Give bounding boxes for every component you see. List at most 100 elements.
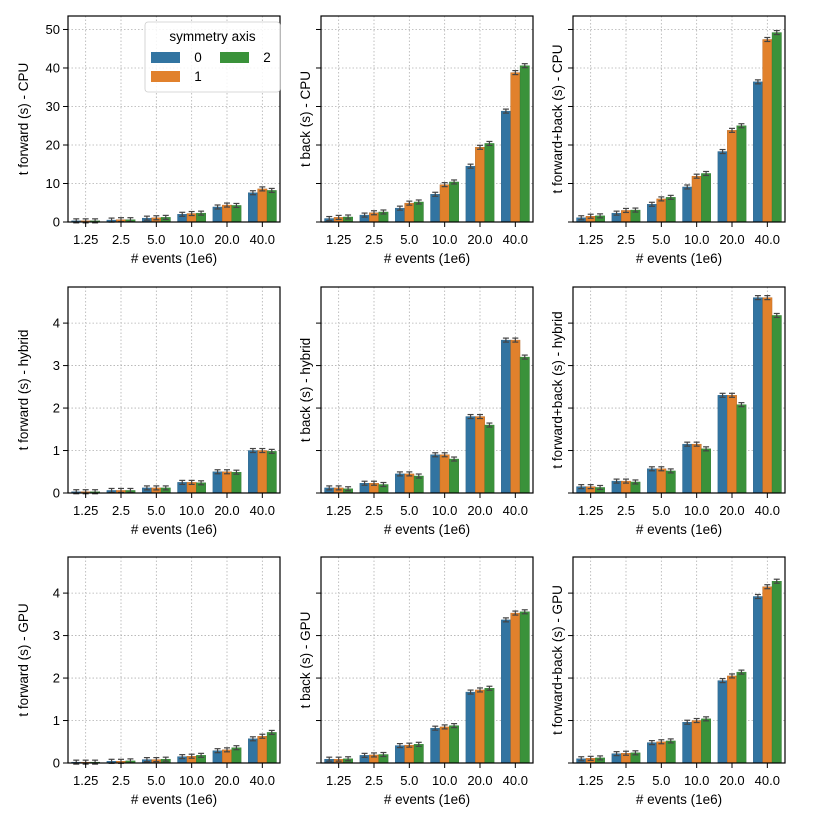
bar-axis-0-10.0 <box>430 454 441 494</box>
bar-axis-2-20.0 <box>231 471 242 494</box>
bar-axis-1-20.0 <box>727 675 737 764</box>
x-tick-label: 40.0 <box>755 773 780 788</box>
bar-axis-1-40.0 <box>257 450 268 494</box>
x-tick-label: 10.0 <box>684 773 709 788</box>
bar-axis-0-40.0 <box>753 297 763 494</box>
y-axis-label: t forward (s) - GPU <box>16 603 31 716</box>
bar-axis-0-5.0 <box>647 468 657 494</box>
bar-axis-0-10.0 <box>682 443 693 494</box>
x-tick-label: 1.25 <box>578 232 603 247</box>
x-tick-label: 1.25 <box>326 232 351 247</box>
bar-axis-2-40.0 <box>771 581 782 764</box>
bar-axis-0-40.0 <box>753 596 763 764</box>
legend-label-1: 1 <box>194 69 202 84</box>
bar-axis-0-10.0 <box>682 186 693 223</box>
x-axis-label: # events (1e6) <box>384 522 470 537</box>
bar-axis-0-20.0 <box>212 471 223 494</box>
bar-axis-1-20.0 <box>475 416 485 494</box>
bar-axis-0-10.0 <box>430 194 441 223</box>
panel-hybrid-2: 1.25 2.5 5.0 10.0 20.0 40.0 # events (1e6) t ba… <box>298 286 534 537</box>
x-tick-label: 10.0 <box>684 503 709 518</box>
x-tick-label: 10.0 <box>179 503 204 518</box>
x-tick-label: 5.0 <box>652 232 670 247</box>
y-tick-label: 3 <box>53 358 60 373</box>
bar-axis-2-5.0 <box>413 744 424 764</box>
bar-axis-2-5.0 <box>665 470 676 494</box>
y-axis-label: t back (s) - CPU <box>298 71 313 167</box>
x-tick-label: 1.25 <box>73 773 98 788</box>
x-tick-label: 10.0 <box>684 232 709 247</box>
x-tick-label: 5.0 <box>147 232 165 247</box>
y-tick-label: 0 <box>53 756 60 771</box>
x-tick-label: 2.5 <box>112 773 130 788</box>
x-axis-label: # events (1e6) <box>384 251 470 266</box>
bar-axis-0-40.0 <box>501 339 511 494</box>
bar-axis-2-40.0 <box>519 611 530 764</box>
y-tick-label: 2 <box>53 401 60 416</box>
legend-label-2: 2 <box>263 50 271 65</box>
axes-frame <box>572 556 786 764</box>
bar-axis-2-5.0 <box>665 740 676 764</box>
y-axis-label: t forward (s) - CPU <box>16 63 31 176</box>
x-tick-label: 1.25 <box>326 503 351 518</box>
bar-axis-0-5.0 <box>647 742 657 764</box>
panel-hybrid-1: 0 1 2 3 4 1.25 2.5 5.0 10.0 20.0 40.0 # events (1e6… <box>16 286 281 537</box>
y-axis-label: t back (s) - GPU <box>298 612 313 709</box>
bar-axis-1-5.0 <box>656 741 667 764</box>
bar-axis-2-5.0 <box>413 201 424 223</box>
x-tick-label: 2.5 <box>365 503 383 518</box>
x-tick-label: 20.0 <box>214 503 239 518</box>
y-axis-label: t forward+back (s) - GPU <box>550 585 565 735</box>
legend-title: symmetry axis <box>169 29 256 44</box>
bar-axis-2-20.0 <box>484 143 495 223</box>
x-tick-label: 20.0 <box>719 773 744 788</box>
bar-axis-2-40.0 <box>266 732 277 764</box>
bar-axis-0-20.0 <box>717 395 728 494</box>
bar-axis-1-5.0 <box>404 202 415 223</box>
bar-axis-0-40.0 <box>753 81 763 223</box>
x-tick-label: 2.5 <box>617 503 635 518</box>
x-axis-label: # events (1e6) <box>131 792 217 807</box>
y-tick-label: 4 <box>53 316 60 331</box>
y-tick-label: 20 <box>46 137 60 152</box>
x-tick-label: 40.0 <box>250 232 275 247</box>
bar-axis-2-40.0 <box>771 315 782 494</box>
y-tick-label: 3 <box>53 628 60 643</box>
x-axis-label: # events (1e6) <box>636 792 722 807</box>
x-axis-label: # events (1e6) <box>131 251 217 266</box>
bar-axis-1-10.0 <box>691 175 702 223</box>
y-tick-label: 1 <box>53 443 60 458</box>
bar-axis-2-40.0 <box>266 190 277 223</box>
panel-cpu-3: 1.25 2.5 5.0 10.0 20.0 40.0 # events (1e6) t fo… <box>550 15 786 266</box>
x-tick-label: 20.0 <box>467 503 492 518</box>
legend-label-0: 0 <box>194 50 202 65</box>
x-tick-label: 40.0 <box>503 503 528 518</box>
x-tick-label: 5.0 <box>400 503 418 518</box>
x-axis-label: # events (1e6) <box>131 522 217 537</box>
x-tick-label: 10.0 <box>432 232 457 247</box>
x-tick-label: 2.5 <box>365 232 383 247</box>
bar-axis-1-20.0 <box>475 147 485 223</box>
bar-axis-1-5.0 <box>404 744 415 764</box>
bar-axis-1-40.0 <box>762 586 773 764</box>
panel-gpu-1: 0 1 2 3 4 1.25 2.5 5.0 10.0 20.0 40.0 # events (1e6… <box>16 556 281 807</box>
x-tick-label: 2.5 <box>617 773 635 788</box>
y-tick-label: 2 <box>53 671 60 686</box>
x-tick-label: 40.0 <box>250 503 275 518</box>
bar-axis-1-20.0 <box>222 471 232 494</box>
x-tick-label: 1.25 <box>326 773 351 788</box>
legend: symmetry axis 0 1 2 <box>144 21 281 93</box>
bar-axis-0-20.0 <box>717 680 728 764</box>
axes-frame <box>67 556 281 764</box>
bar-axis-1-40.0 <box>257 188 268 223</box>
bar-axis-0-40.0 <box>501 110 511 223</box>
bar-axis-0-5.0 <box>647 204 657 223</box>
bar-axis-2-20.0 <box>484 424 495 494</box>
axes-frame <box>320 556 534 764</box>
x-tick-label: 2.5 <box>112 503 130 518</box>
x-axis-label: # events (1e6) <box>636 522 722 537</box>
bar-axis-1-40.0 <box>762 39 773 223</box>
